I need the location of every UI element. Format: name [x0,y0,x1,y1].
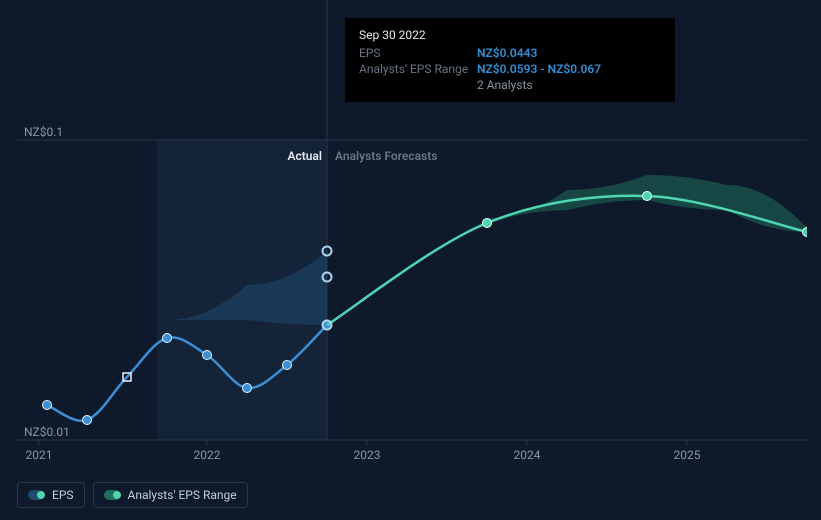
y-axis-label: NZ$0.1 [24,125,63,139]
legend-label-eps: EPS [52,488,74,502]
tooltip-key-eps: EPS [359,46,477,60]
section-label-forecast: Analysts Forecasts [335,149,437,163]
legend-item-range[interactable]: Analysts' EPS Range [93,482,248,508]
x-axis-label: 2023 [354,448,381,462]
eps-chart: Actual Analysts Forecasts Sep 30 2022 EP… [17,0,807,520]
legend-swatch-range [104,490,120,500]
section-label-actual: Actual [267,149,322,163]
tooltip-val-eps: NZ$0.0443 [477,46,537,60]
tooltip-val-range: NZ$0.0593 - NZ$0.067 [477,62,601,76]
legend-label-range: Analysts' EPS Range [128,488,237,502]
y-axis-label: NZ$0.01 [24,425,70,439]
x-axis-label: 2021 [26,448,53,462]
x-axis-label: 2025 [674,448,701,462]
legend-swatch-eps [28,490,44,500]
tooltip-sub: 2 Analysts [477,78,661,92]
chart-legend: EPS Analysts' EPS Range [17,482,248,508]
chart-tooltip: Sep 30 2022 EPS NZ$0.0443 Analysts' EPS … [345,18,675,102]
x-axis-label: 2024 [514,448,541,462]
legend-item-eps[interactable]: EPS [17,482,85,508]
tooltip-date: Sep 30 2022 [359,28,661,42]
x-axis-label: 2022 [194,448,221,462]
tooltip-key-range: Analysts' EPS Range [359,62,477,76]
